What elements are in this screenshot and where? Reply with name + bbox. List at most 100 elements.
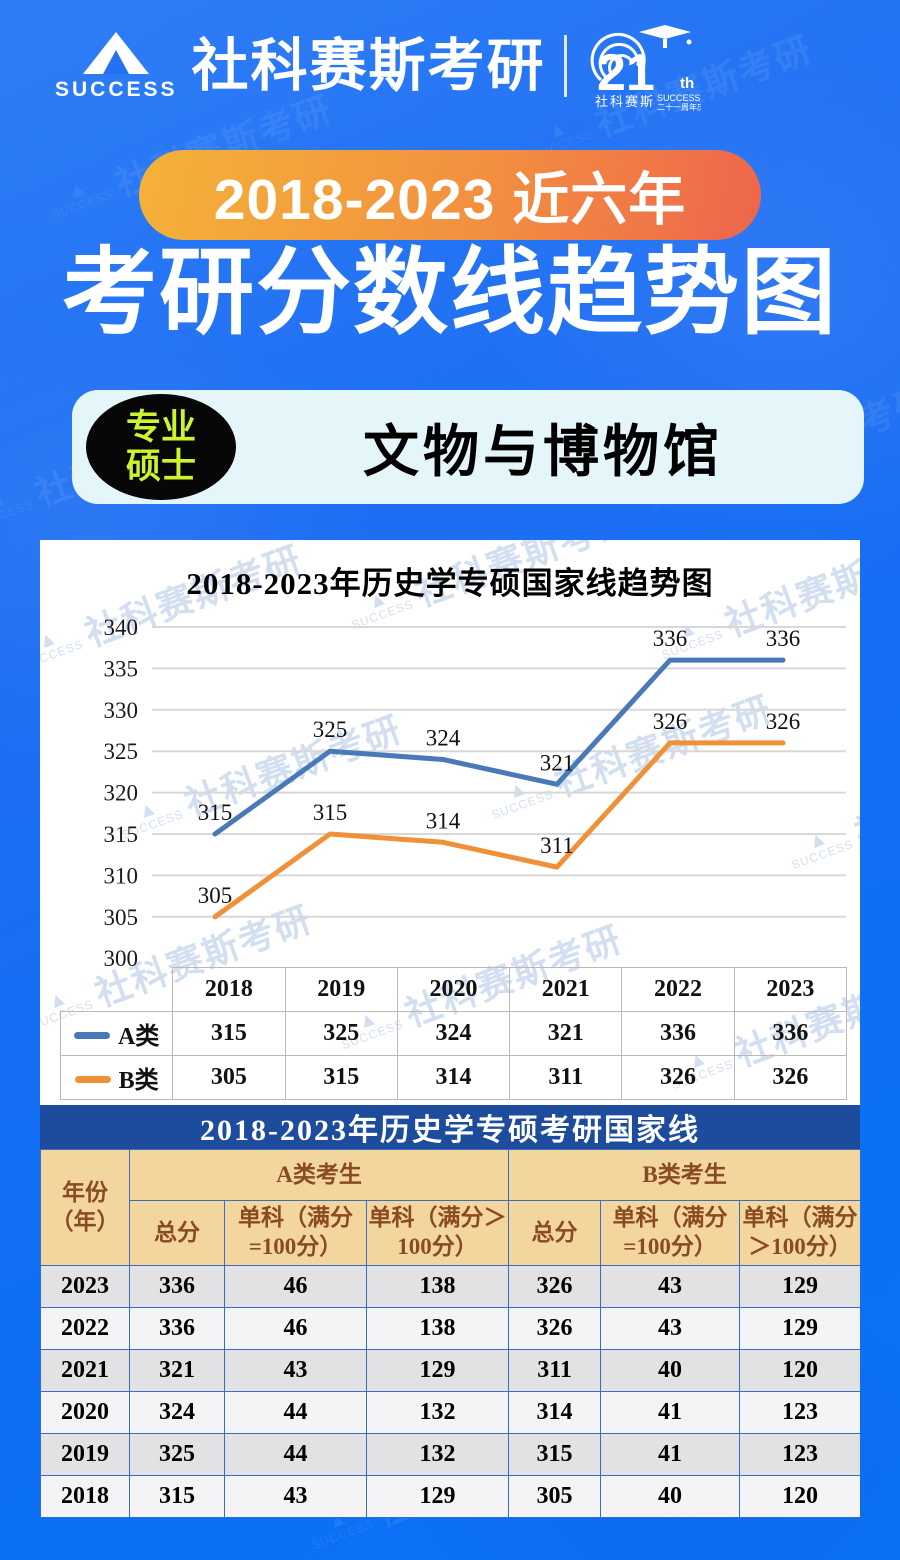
score-cell: 315 [129,1475,225,1518]
score-row-2018: 2018 315 43 129 305 40 120 [40,1475,860,1518]
score-cell: 336 [129,1265,225,1308]
data-label: 325 [313,717,348,742]
score-cell: 43 [224,1475,367,1518]
score-cell: 44 [224,1433,367,1476]
score-cell: 120 [739,1349,860,1392]
legend-value-cell: 325 [284,1011,398,1056]
graduation-cap-icon [638,25,691,39]
data-label: 336 [766,626,801,651]
y-axis-tick-label: 315 [104,822,139,847]
score-table-banner: 2018-2023年历史学专硕考研国家线 [40,1105,860,1149]
score-row-2021: 2021 321 43 129 311 40 120 [40,1349,860,1392]
brand-logo-text: SUCCESS [55,78,178,101]
score-cell: 123 [739,1433,860,1476]
data-label: 324 [426,725,461,750]
legend-value-cell: 315 [172,1011,286,1056]
legend-label-cell: B类 [59,1055,174,1100]
col-header-a-total: 总分 [129,1200,225,1266]
poster-title: 考研分数线趋势图 [61,240,838,346]
y-axis-tick-label: 300 [104,946,139,967]
score-cell: 132 [365,1391,510,1434]
data-label: 321 [540,750,575,775]
score-cell: 43 [224,1349,367,1392]
data-label: 315 [313,800,348,825]
score-cell: 311 [508,1349,602,1392]
col-header-b-total: 总分 [508,1200,602,1266]
score-cell: 321 [129,1349,225,1392]
data-label: 336 [653,626,688,651]
degree-type-line2: 硕士 [125,447,196,486]
score-row-2019: 2019 325 44 132 315 41 123 [40,1433,860,1476]
col-group-a: A类考生 [128,1149,510,1201]
year-header-cell: 2020 [396,967,511,1012]
legend-value-cell: 314 [396,1055,511,1100]
degree-type-line1: 专业 [125,407,196,447]
score-cell: 325 [129,1433,225,1476]
score-cell: 336 [129,1307,225,1350]
anniversary-21-badge-icon: 21 th 社科赛斯 SUCCESS 二十一周年庆 [590,25,701,112]
legend-value-cell: 326 [733,1055,848,1100]
series-line-A类 [212,657,786,837]
legend-blank-cell [61,968,173,1012]
legend-label-cell: A类 [59,1011,174,1056]
series-line-B类 [212,740,786,920]
year-header-cell: 2019 [284,967,398,1012]
score-cell: 2019 [40,1433,130,1476]
y-axis-tick-label: 320 [104,781,139,806]
legend-value-cell: 326 [621,1055,735,1100]
col-header-b-sub-gt: 单科（满分＞100分） [739,1200,860,1266]
score-cell: 43 [600,1307,741,1350]
legend-value-cell: 321 [509,1011,623,1056]
score-cell: 46 [224,1307,367,1350]
score-cell: 43 [600,1265,741,1308]
score-row-2022: 2022 336 46 138 326 43 129 [40,1307,860,1350]
score-row-2023: 2023 336 46 138 326 43 129 [40,1265,860,1308]
score-cell: 129 [365,1475,510,1518]
subject-name: 文物与博物馆 [363,421,723,484]
score-cell: 40 [600,1475,741,1518]
data-label: 326 [653,709,688,734]
score-cell: 41 [600,1391,741,1434]
score-cell: 326 [508,1265,602,1308]
national-line-table: 年份 （年） A类考生 B类考生 总分 单科（满分=100分） 单科（满分＞10… [40,1149,860,1518]
brand-header: SUCCESS 社科赛斯考研 21 th 社科赛斯 SUCCESS 二十一周年庆 [55,20,701,112]
mountain-logo-icon [83,32,150,74]
year-header-cell: 2022 [621,967,735,1012]
chart-title: 2018-2023年历史学专硕国家线趋势图 [186,566,714,601]
score-cell: 46 [224,1265,367,1308]
badge-sub-cn: 社科赛斯 [595,94,655,109]
score-cell: 2022 [40,1307,130,1350]
score-cell: 129 [365,1349,510,1392]
score-cell: 315 [508,1433,602,1476]
legend-value-cell: 336 [621,1011,735,1056]
score-cell: 2023 [40,1265,130,1308]
score-cell: 138 [365,1307,510,1350]
brand-divider [563,35,567,97]
score-cell: 324 [129,1391,225,1434]
badge-suffix: th [680,75,694,92]
years-range-pill: 2018-2023 近六年 [139,150,761,240]
score-cell: 41 [600,1433,741,1476]
y-axis-tick-label: 335 [104,656,139,681]
y-axis-tick-label: 310 [104,863,139,888]
data-label: 311 [540,833,574,858]
brand-name: 社科赛斯考研 [191,33,546,98]
col-header-year: 年份 （年） [40,1149,130,1266]
score-cell: 2018 [40,1475,130,1518]
score-cell: 2021 [40,1349,130,1392]
legend-value-cell: 324 [396,1011,511,1056]
data-label: 305 [198,883,233,908]
score-row-2020: 2020 324 44 132 314 41 123 [40,1391,860,1434]
year-header-cell: 2021 [509,967,623,1012]
data-label: 314 [426,808,461,833]
y-axis-tick-label: 325 [104,739,139,764]
legend-swatch [74,1075,111,1083]
subject-banner: 专业 硕士 文物与博物馆 [72,390,864,504]
score-cell: 123 [739,1391,860,1434]
badge-sub-small: 二十一周年庆 [657,102,701,112]
score-cell: 44 [224,1391,367,1434]
col-header-a-sub-eq: 单科（满分=100分） [224,1200,367,1266]
trend-line-chart: 340 335 330 325 320 315 310 305 300 315 325 324 321 3… [104,615,846,967]
score-cell: 305 [508,1475,602,1518]
